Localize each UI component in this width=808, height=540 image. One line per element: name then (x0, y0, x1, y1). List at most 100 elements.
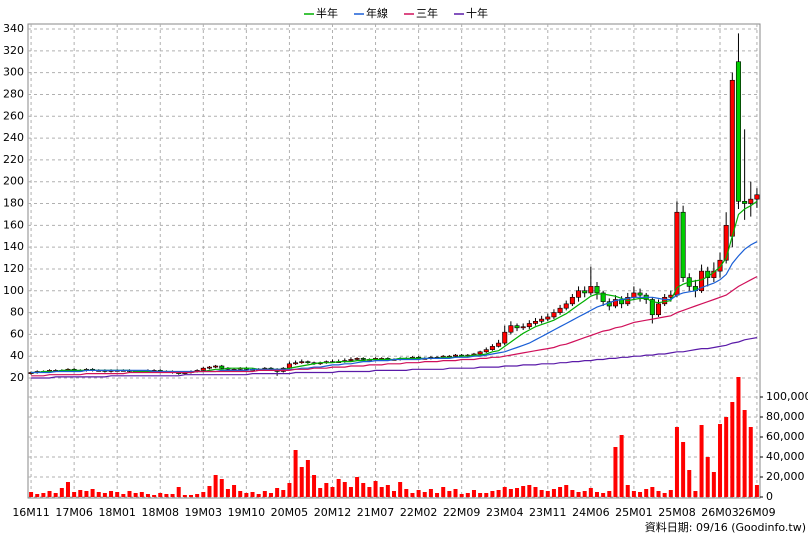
volume-bar (631, 491, 636, 497)
volume-bar (576, 492, 581, 497)
y-tick-label: 240 (3, 131, 24, 144)
candle-body (532, 320, 538, 324)
volume-bar (158, 493, 163, 497)
volume-bar (502, 487, 507, 497)
candle-body (717, 259, 723, 272)
volume-bar (133, 493, 138, 497)
y-tick-label: 280 (3, 87, 24, 100)
volume-bar (299, 467, 304, 497)
candle-body (699, 270, 705, 292)
candle-body (674, 211, 680, 296)
ma-line (31, 276, 758, 377)
y-tick-label: 160 (3, 218, 24, 231)
volume-bar (262, 491, 267, 497)
x-tick-label: 22M02 (400, 506, 438, 519)
volume-bar (410, 493, 415, 497)
volume-bar (65, 482, 70, 497)
data-date-note: 資料日期: 09/16 (Goodinfo.tw) (645, 520, 806, 534)
volume-tick-label: 80,000 (766, 410, 805, 423)
x-tick-label: 21M07 (357, 506, 395, 519)
candle-body (576, 290, 582, 298)
volume-bar (724, 417, 729, 497)
x-tick-label: 17M06 (55, 506, 93, 519)
volume-bar (305, 460, 310, 497)
volume-bar (441, 487, 446, 497)
volume-bar (225, 489, 230, 497)
volume-bar (527, 485, 532, 497)
candle-body (496, 342, 502, 347)
volume-bar (533, 487, 538, 497)
volume-bar (170, 494, 175, 497)
volume-bar (281, 490, 286, 497)
ma-line (31, 200, 758, 374)
volume-bar (348, 487, 353, 497)
volume-bar (478, 493, 483, 497)
y-tick-label: 300 (3, 66, 24, 79)
x-tick-label: 23M11 (529, 506, 567, 519)
volume-bar (521, 486, 526, 497)
volume-bar (570, 490, 575, 497)
candle-body (502, 331, 508, 344)
volume-bar (78, 490, 83, 497)
candle-body (569, 296, 575, 305)
volume-bar (638, 492, 643, 497)
volume-bar (564, 485, 569, 497)
volume-bar (422, 492, 427, 497)
volume-bar (29, 492, 34, 497)
candle-body (206, 366, 212, 369)
candle-body (539, 318, 545, 322)
x-tick-label: 22M09 (443, 506, 481, 519)
volume-bar (674, 427, 679, 497)
volume-bar (594, 492, 599, 497)
candle-body (551, 312, 557, 318)
volume-bar (404, 489, 409, 497)
candle-body (200, 367, 206, 371)
volume-bar (613, 447, 618, 497)
candle-body (656, 303, 662, 316)
volume-bar (748, 427, 753, 497)
volume-bar (416, 490, 421, 497)
x-tick-label: 26M09 (738, 506, 776, 519)
candle-body (360, 358, 366, 360)
volume-bar (625, 485, 630, 497)
volume-bar (428, 489, 433, 497)
volume-tick-label: 0 (766, 490, 773, 503)
volume-bar (588, 488, 593, 497)
candle-body (649, 299, 655, 316)
volume-bar (699, 425, 704, 497)
volume-bar (367, 487, 372, 497)
volume-bar (336, 479, 341, 497)
y-tick-label: 80 (10, 306, 24, 319)
volume-bar (41, 493, 46, 497)
volume-bar (662, 493, 667, 497)
volume-tick-label: 40,000 (766, 450, 805, 463)
volume-bar (558, 487, 563, 497)
volume-bar (718, 424, 723, 497)
candle-body (305, 361, 311, 364)
volume-bar (250, 492, 255, 497)
volume-bar (681, 442, 686, 497)
volume-bar (145, 494, 150, 497)
candle-body (612, 299, 618, 307)
volume-bar (275, 488, 280, 497)
volume-bar (256, 494, 261, 497)
candle-body (489, 346, 495, 350)
x-tick-label: 18M01 (98, 506, 136, 519)
volume-bar (201, 492, 206, 497)
candle-body (545, 316, 551, 320)
volume-bar (47, 491, 52, 497)
volume-bar (330, 487, 335, 497)
y-tick-label: 60 (10, 327, 24, 340)
candle-body (563, 303, 569, 309)
candle-body (680, 211, 686, 278)
volume-bar (121, 494, 126, 497)
volume-bar (312, 475, 317, 497)
volume-bar (109, 491, 114, 497)
y-tick-label: 100 (3, 284, 24, 297)
legend-label: 年線 (366, 6, 388, 20)
legend-label: 三年 (416, 6, 438, 20)
y-tick-label: 120 (3, 262, 24, 275)
volume-bar (232, 485, 237, 497)
volume-bar (361, 483, 366, 497)
